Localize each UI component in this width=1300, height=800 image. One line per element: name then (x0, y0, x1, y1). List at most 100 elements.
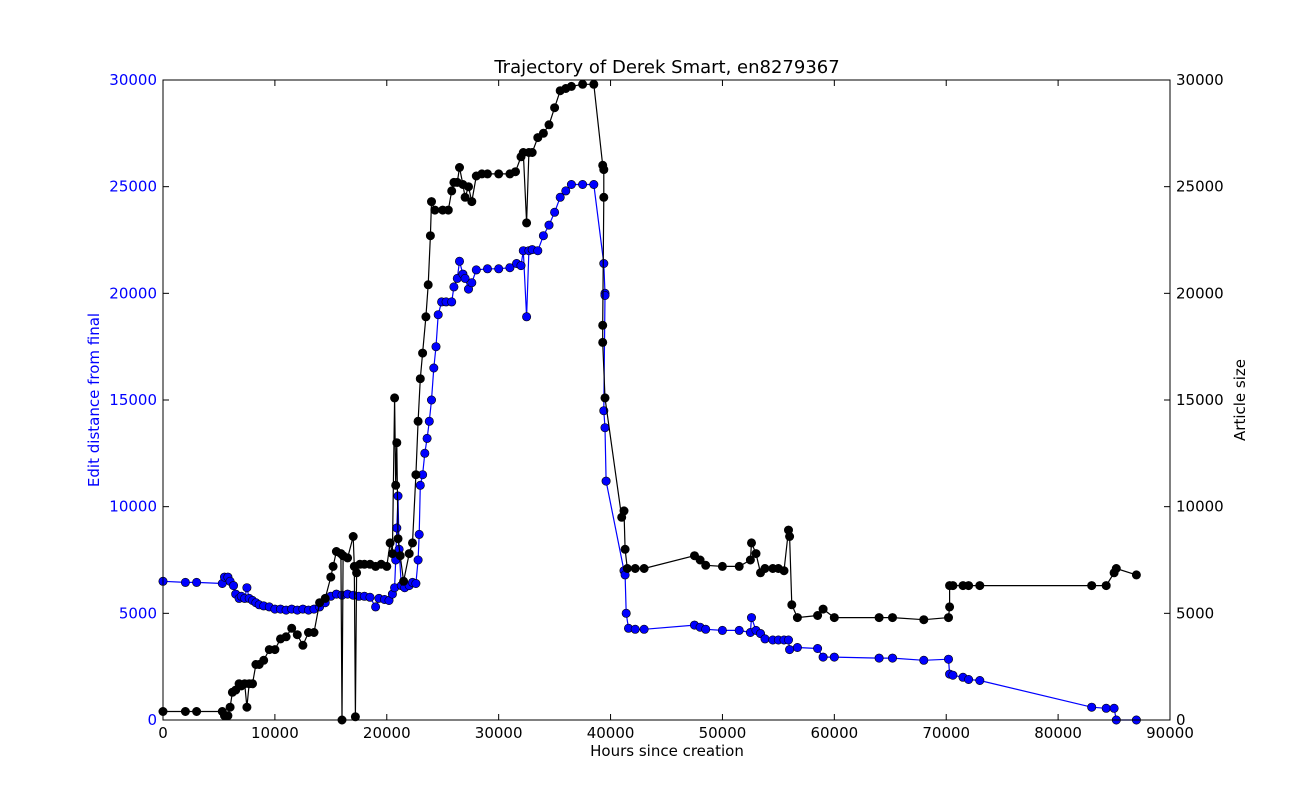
right-series-point (792, 613, 802, 623)
left-series-point (392, 523, 402, 533)
right-series-point (887, 613, 897, 623)
right-series-point (447, 186, 457, 196)
right-series-point (393, 534, 403, 544)
right-series-point (320, 593, 330, 603)
right-series-point (527, 148, 537, 158)
right-series-point (390, 393, 400, 403)
right-series-point (399, 576, 409, 586)
left-series-point (964, 674, 974, 684)
right-series-point (745, 555, 755, 565)
left-series-point (975, 675, 985, 685)
left-series-point (566, 180, 576, 190)
right-series-point (426, 197, 436, 207)
right-series-point (964, 581, 974, 591)
left-series-point (874, 653, 884, 663)
right-series-point (813, 610, 823, 620)
right-series-point (599, 192, 609, 202)
left-series-point (760, 634, 770, 644)
x-tick-label: 60000 (810, 724, 858, 742)
right-series-point (425, 231, 435, 241)
right-series-point (298, 640, 308, 650)
left-series-point (746, 613, 756, 623)
left-series-point (630, 624, 640, 634)
right-series-point (411, 470, 421, 480)
y-left-tick-label: 30000 (109, 71, 157, 89)
left-series-point (550, 207, 560, 217)
right-series-point (779, 566, 789, 576)
left-series-point (516, 261, 526, 271)
right-series (158, 79, 1141, 725)
right-series-point (482, 169, 492, 179)
right-series-point (1111, 563, 1121, 573)
left-series-point (471, 265, 481, 275)
left-series-point (371, 602, 381, 612)
right-series-point (494, 169, 504, 179)
right-series-point (385, 538, 395, 548)
right-series-point (630, 563, 640, 573)
y-right-tick-label: 15000 (1176, 391, 1224, 409)
right-series-point (589, 79, 599, 89)
right-series-point (1101, 581, 1111, 591)
right-series-point (192, 706, 202, 716)
left-series-point (813, 643, 823, 653)
left-series-point (943, 654, 953, 664)
right-series-point (598, 337, 608, 347)
right-series-point (328, 561, 338, 571)
left-series-point (467, 278, 477, 288)
right-series-point (522, 218, 532, 228)
y-left-tick-label: 5000 (119, 604, 157, 622)
right-series-point (598, 320, 608, 330)
right-series-point (510, 167, 520, 177)
right-series-point (874, 613, 884, 623)
left-series-point (422, 433, 432, 443)
y-right-axis-title: Article size (1231, 359, 1249, 441)
right-series-point (578, 79, 588, 89)
right-series-point (785, 531, 795, 541)
left-series-point (180, 577, 190, 587)
right-series-point (387, 549, 397, 559)
right-series-point (829, 613, 839, 623)
right-series-point (538, 128, 548, 138)
series-layer (158, 79, 1141, 725)
y-right-tick-label: 10000 (1176, 498, 1224, 516)
right-series-point (454, 163, 464, 173)
right-series-point (1087, 581, 1097, 591)
left-series-point (561, 186, 571, 196)
left-series-point (454, 256, 464, 266)
left-series-point (365, 592, 375, 602)
x-tick-label: 80000 (1034, 724, 1082, 742)
left-series-point (460, 273, 470, 283)
y-left-axis-title: Edit distance from final (85, 313, 103, 487)
left-series-point (482, 264, 492, 274)
left-series-point (783, 635, 793, 645)
left-series-point (829, 652, 839, 662)
right-series-point (350, 712, 360, 722)
right-series-point (599, 165, 609, 175)
right-series-point (423, 280, 433, 290)
right-series-point (1131, 570, 1141, 580)
left-series-point (792, 642, 802, 652)
right-series-point (948, 581, 958, 591)
y-left-tick-label: 15000 (109, 391, 157, 409)
left-series-point (413, 555, 423, 565)
left-series-point (538, 231, 548, 241)
left-series-point (1087, 702, 1097, 712)
right-series-point (270, 645, 280, 655)
right-series-point (975, 581, 985, 591)
x-axis-title: Hours since creation (590, 742, 744, 760)
left-series-point (600, 423, 610, 433)
right-series-point (695, 555, 705, 565)
right-series-point (430, 205, 440, 215)
left-series-point (621, 608, 631, 618)
right-series-point (352, 568, 362, 578)
x-tick-label: 10000 (251, 724, 299, 742)
left-series-point (887, 653, 897, 663)
y-left-tick-label: 10000 (109, 498, 157, 516)
right-series-point (259, 655, 269, 665)
right-series-point (343, 553, 353, 563)
right-series-point (460, 192, 470, 202)
right-series-point (407, 538, 417, 548)
right-series-point (787, 600, 797, 610)
left-series-point (589, 180, 599, 190)
